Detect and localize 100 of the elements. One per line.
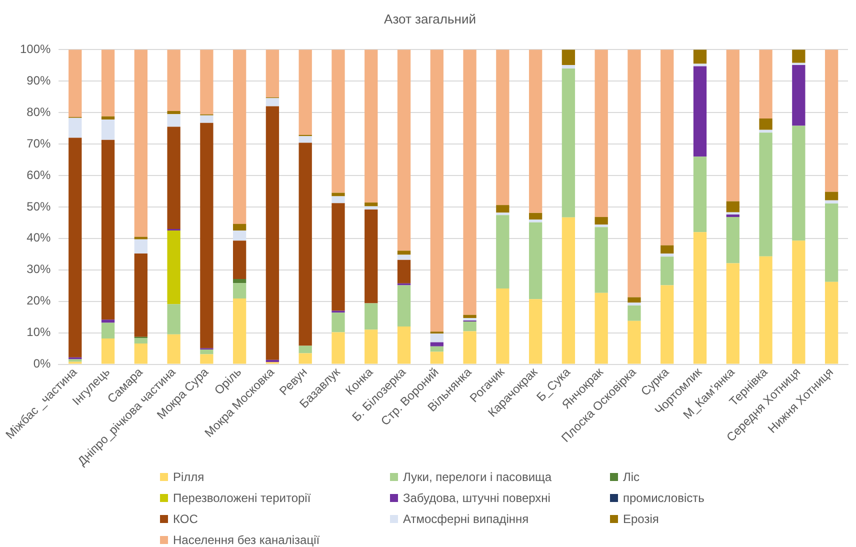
bar: [528, 50, 542, 213]
bar: [101, 119, 115, 140]
bar: [594, 224, 608, 228]
bar: [628, 320, 641, 364]
bar: [496, 215, 510, 288]
legend-label: КОС: [173, 512, 198, 526]
bar: [562, 217, 576, 364]
bar: [792, 50, 806, 63]
bar: [463, 321, 476, 332]
bar: [364, 209, 378, 304]
bar: [397, 260, 411, 284]
bar: [496, 288, 510, 364]
bar: [332, 312, 345, 332]
bar: [397, 50, 411, 251]
bar: [759, 132, 772, 256]
bar: [101, 338, 115, 364]
bar: [562, 50, 576, 66]
bar: [397, 250, 411, 255]
bar: [430, 346, 444, 352]
bar: [266, 50, 280, 98]
bar: [594, 292, 608, 364]
legend-label: промисловість: [623, 491, 704, 505]
bar: [232, 224, 246, 231]
bar: [200, 354, 214, 364]
bar: [200, 115, 214, 123]
bar: [594, 227, 608, 293]
bar: [298, 346, 312, 354]
bar: [824, 192, 838, 200]
bar: [167, 50, 180, 111]
bar: [792, 240, 806, 364]
bar: [594, 217, 608, 225]
bar: [167, 126, 180, 229]
bar: [68, 118, 82, 138]
bar: [528, 212, 542, 220]
bar: [693, 64, 707, 66]
legend-label: Атмосферні випадіння: [403, 512, 529, 526]
bar: [693, 50, 707, 64]
legend-label: Забудова, штучні поверхні: [403, 491, 550, 505]
bar: [134, 239, 148, 254]
bar: [397, 285, 411, 327]
bar: [726, 217, 740, 264]
bar: [101, 116, 115, 120]
bar: [134, 338, 148, 344]
y-tick-label: 50%: [26, 199, 52, 214]
bar: [759, 256, 772, 364]
bar: [463, 331, 476, 364]
bar: [562, 65, 576, 68]
bar: [726, 50, 740, 202]
bar: [628, 297, 641, 303]
bar: [726, 201, 740, 212]
y-tick-label: 20%: [26, 294, 52, 308]
bar: [232, 50, 246, 224]
y-tick-label: 60%: [26, 168, 52, 182]
bar: [68, 50, 82, 117]
y-tick-label: 80%: [26, 104, 52, 119]
bar: [134, 344, 148, 364]
bar: [824, 200, 838, 204]
bar: [660, 256, 674, 286]
bar: [562, 68, 576, 218]
bar: [528, 220, 542, 222]
bar: [232, 279, 246, 284]
bar: [759, 50, 772, 119]
bar: [792, 65, 806, 126]
bar: [200, 350, 214, 354]
bar: [298, 136, 312, 143]
bar: [364, 303, 378, 330]
bar: [364, 202, 378, 206]
bar: [660, 50, 674, 246]
bar: [693, 232, 707, 364]
bar: [463, 314, 476, 318]
bar: [266, 106, 280, 360]
bar: [101, 320, 115, 323]
bar: [693, 156, 707, 232]
legend-label: Населення без каналізації: [173, 533, 320, 547]
bar: [232, 240, 246, 280]
bar: [101, 50, 115, 116]
bar: [628, 50, 641, 298]
bar: [266, 98, 280, 106]
bar: [628, 305, 641, 321]
bar: [824, 203, 838, 282]
bar: [792, 62, 806, 66]
bar: [528, 299, 542, 364]
bar: [298, 142, 312, 346]
bar: [332, 50, 345, 193]
bar: [298, 353, 312, 364]
bar: [167, 334, 180, 364]
y-tick-label: 30%: [26, 262, 52, 276]
bar: [660, 285, 674, 364]
legend-label: Рілля: [173, 470, 204, 484]
bar: [496, 50, 510, 206]
bar: [726, 263, 740, 364]
bar: [726, 214, 740, 218]
legend-label: Луки, перелоги і пасовища: [403, 470, 552, 484]
bar: [824, 282, 838, 364]
bar: [463, 318, 476, 321]
bar: [397, 326, 411, 364]
y-tick-label: 40%: [26, 230, 52, 245]
bar: [101, 322, 115, 338]
legend-label: Ліс: [623, 470, 640, 484]
bar: [134, 50, 148, 237]
